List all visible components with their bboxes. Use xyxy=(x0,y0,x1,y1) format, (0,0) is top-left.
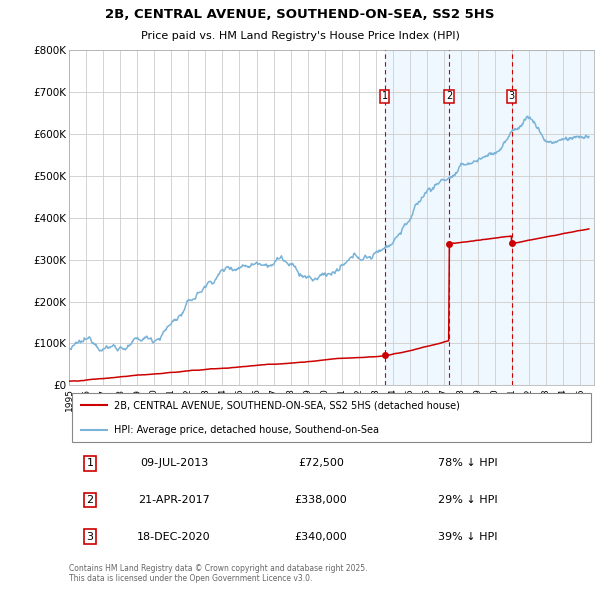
Text: 39% ↓ HPI: 39% ↓ HPI xyxy=(438,532,498,542)
Text: 3: 3 xyxy=(86,532,94,542)
Text: 1: 1 xyxy=(382,91,388,101)
Text: 09-JUL-2013: 09-JUL-2013 xyxy=(140,458,208,468)
Text: 3: 3 xyxy=(508,91,515,101)
FancyBboxPatch shape xyxy=(71,393,592,442)
Text: 2B, CENTRAL AVENUE, SOUTHEND-ON-SEA, SS2 5HS (detached house): 2B, CENTRAL AVENUE, SOUTHEND-ON-SEA, SS2… xyxy=(113,401,460,411)
Text: £72,500: £72,500 xyxy=(298,458,344,468)
Text: 2: 2 xyxy=(446,91,452,101)
Bar xyxy=(385,50,594,385)
Text: £338,000: £338,000 xyxy=(295,495,347,505)
Text: 21-APR-2017: 21-APR-2017 xyxy=(138,495,210,505)
Text: 1: 1 xyxy=(86,458,94,468)
Text: Contains HM Land Registry data © Crown copyright and database right 2025.
This d: Contains HM Land Registry data © Crown c… xyxy=(69,564,367,583)
Text: 29% ↓ HPI: 29% ↓ HPI xyxy=(438,495,498,505)
Text: 78% ↓ HPI: 78% ↓ HPI xyxy=(438,458,498,468)
Text: HPI: Average price, detached house, Southend-on-Sea: HPI: Average price, detached house, Sout… xyxy=(113,425,379,435)
Text: £340,000: £340,000 xyxy=(295,532,347,542)
Text: 18-DEC-2020: 18-DEC-2020 xyxy=(137,532,211,542)
Text: 2: 2 xyxy=(86,495,94,505)
Text: Price paid vs. HM Land Registry's House Price Index (HPI): Price paid vs. HM Land Registry's House … xyxy=(140,31,460,41)
Text: 2B, CENTRAL AVENUE, SOUTHEND-ON-SEA, SS2 5HS: 2B, CENTRAL AVENUE, SOUTHEND-ON-SEA, SS2… xyxy=(105,8,495,21)
